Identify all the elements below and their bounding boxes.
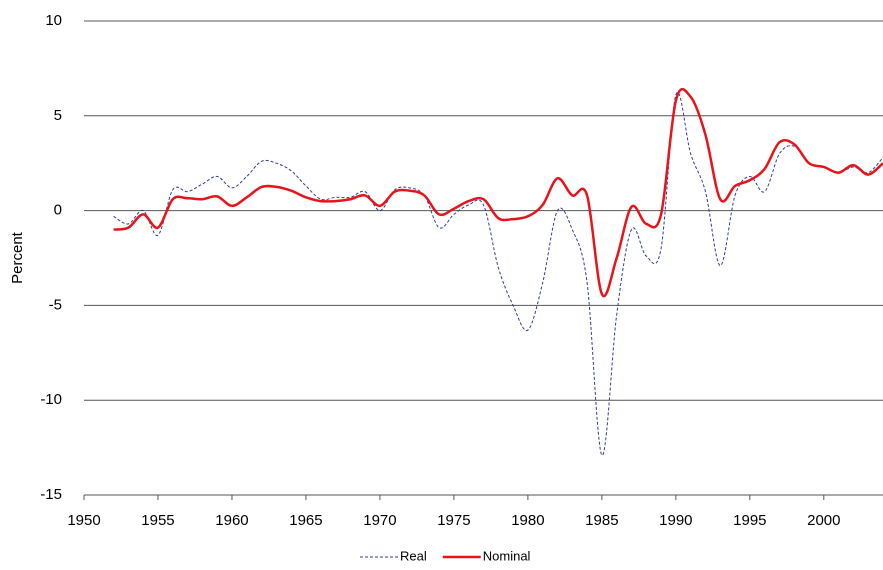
x-tick-label: 1975 — [437, 512, 470, 529]
series-line — [113, 91, 883, 456]
x-tick-label: 2000 — [807, 512, 840, 529]
x-tick-label: 1950 — [67, 512, 100, 529]
x-tick-label: 1960 — [215, 512, 248, 529]
y-axis-label: Percent — [9, 231, 26, 284]
y-tick-label: 0 — [54, 202, 62, 219]
x-tick-label: 1985 — [585, 512, 618, 529]
x-tick-label: 1965 — [289, 512, 322, 529]
y-tick-label: -5 — [49, 296, 62, 313]
legend-label: Real — [400, 548, 427, 563]
legend-label: Nominal — [483, 548, 531, 563]
x-tick-label: 1990 — [659, 512, 692, 529]
x-tick-label: 1995 — [733, 512, 766, 529]
x-tick-label: 1980 — [511, 512, 544, 529]
y-tick-label: 10 — [45, 12, 62, 29]
x-tick-label: 1970 — [363, 512, 396, 529]
x-tick-label: 1955 — [141, 512, 174, 529]
y-tick-label: -10 — [40, 391, 62, 408]
y-tick-label: 5 — [54, 107, 62, 124]
series-line — [113, 88, 883, 298]
y-tick-label: -15 — [40, 486, 62, 503]
